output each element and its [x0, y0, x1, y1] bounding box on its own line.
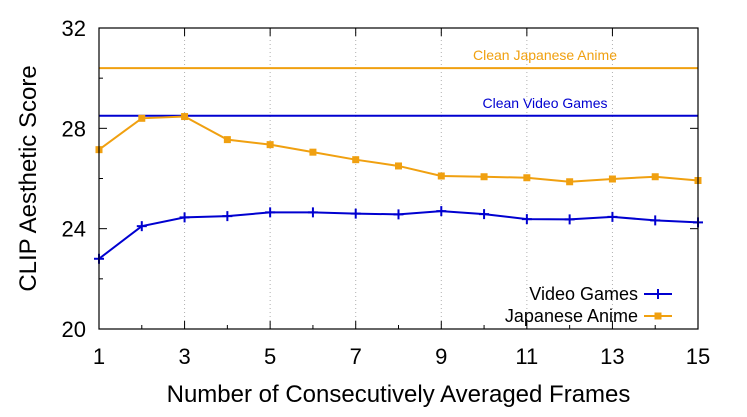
data-point-1-6	[352, 156, 360, 164]
x-tick-label-7: 7	[350, 344, 362, 369]
series-line-1	[98, 115, 699, 183]
x-axis-label: Number of Consecutively Averaged Frames	[167, 381, 631, 408]
y-axis-label: CLIP Aesthetic Score	[15, 65, 42, 291]
legend-marker-0	[653, 289, 663, 299]
y-tick-label-32: 32	[62, 16, 86, 41]
data-point-0-12	[607, 211, 618, 222]
legend-marker-1	[654, 312, 662, 320]
data-point-0-2	[179, 212, 190, 223]
data-point-0-1	[136, 221, 147, 232]
data-point-1-11	[566, 178, 574, 186]
x-tick-label-5: 5	[264, 344, 276, 369]
reference-label-1: Clean Video Games	[482, 95, 607, 111]
data-point-1-13	[651, 173, 659, 181]
data-point-0-7	[393, 209, 404, 220]
x-tick-label-11: 11	[515, 344, 538, 369]
data-point-1-7	[395, 162, 402, 170]
data-point-0-4	[265, 207, 276, 218]
data-point-0-10	[521, 214, 532, 225]
x-tick-label-9: 9	[435, 344, 447, 369]
x-tick-label-1: 1	[93, 344, 105, 369]
data-point-0-9	[479, 209, 490, 220]
data-point-1-4	[266, 141, 274, 149]
data-point-1-2	[181, 113, 189, 121]
data-point-1-1	[138, 114, 146, 122]
data-point-0-13	[650, 215, 661, 226]
data-point-0-8	[436, 206, 447, 217]
x-tick-label-15: 15	[686, 344, 710, 369]
x-ticks: 1 3 5 7 9 11 13 15	[93, 28, 710, 369]
legend-label-0: Video Games	[529, 284, 638, 304]
y-tick-label-20: 20	[62, 317, 86, 342]
legend-label-1: Japanese Anime	[505, 306, 638, 326]
data-point-1-10	[523, 174, 531, 182]
series-lines	[94, 113, 703, 264]
y-tick-label-28: 28	[62, 116, 86, 141]
reference-label-0: Clean Japanese Anime	[473, 47, 617, 63]
data-point-1-5	[309, 148, 317, 156]
y-ticks: 20 24 28 32	[62, 16, 698, 342]
data-point-1-8	[437, 172, 445, 180]
reference-lines: Clean Japanese Anime Clean Video Games	[99, 47, 698, 117]
x-tick-label-3: 3	[178, 344, 190, 369]
data-point-0-5	[307, 207, 318, 218]
data-point-1-12	[608, 175, 616, 183]
data-point-1-3	[223, 136, 231, 144]
data-point-0-6	[350, 208, 361, 219]
data-point-0-11	[564, 214, 575, 225]
data-point-0-3	[222, 211, 233, 222]
y-tick-label-24: 24	[62, 217, 86, 242]
data-point-1-9	[480, 173, 488, 181]
x-tick-label-13: 13	[600, 344, 624, 369]
